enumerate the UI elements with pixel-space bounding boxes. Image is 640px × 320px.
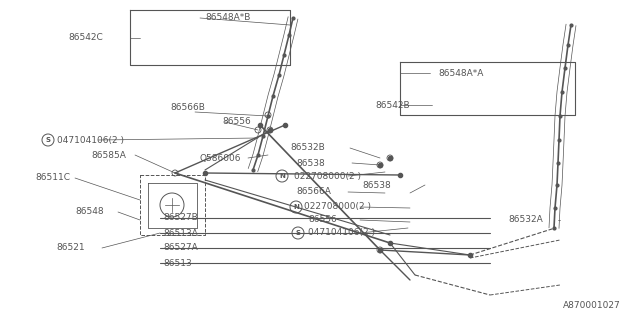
Text: 86527A: 86527A bbox=[163, 244, 198, 252]
Text: 86532B: 86532B bbox=[290, 143, 324, 153]
Text: 86542C: 86542C bbox=[68, 34, 103, 43]
Text: S: S bbox=[45, 137, 51, 143]
Text: 86548A*A: 86548A*A bbox=[438, 68, 483, 77]
Text: 86566B: 86566B bbox=[170, 103, 205, 113]
Text: 86585A: 86585A bbox=[91, 150, 126, 159]
Text: 86538: 86538 bbox=[362, 180, 391, 189]
Text: A870001027: A870001027 bbox=[563, 300, 621, 309]
Text: 86511C: 86511C bbox=[35, 173, 70, 182]
Text: 022708000(2 ): 022708000(2 ) bbox=[304, 203, 371, 212]
Text: 047104106(2 ): 047104106(2 ) bbox=[308, 228, 375, 237]
Text: 022708000(2 ): 022708000(2 ) bbox=[294, 172, 361, 180]
Text: Q586006: Q586006 bbox=[200, 154, 241, 163]
Text: 86566A: 86566A bbox=[296, 188, 331, 196]
Text: 86521: 86521 bbox=[56, 244, 84, 252]
Text: 047104106(2 ): 047104106(2 ) bbox=[57, 135, 124, 145]
Text: 86532A: 86532A bbox=[508, 215, 543, 225]
Text: N: N bbox=[279, 173, 285, 179]
Text: S: S bbox=[296, 230, 301, 236]
Text: 86548: 86548 bbox=[75, 207, 104, 217]
Text: 86538: 86538 bbox=[296, 158, 324, 167]
Text: 86513A: 86513A bbox=[163, 228, 198, 237]
Text: 86556: 86556 bbox=[222, 117, 251, 126]
Text: 86527B: 86527B bbox=[163, 213, 198, 222]
Text: N: N bbox=[293, 204, 299, 210]
Text: 86513: 86513 bbox=[163, 259, 192, 268]
Text: 86556: 86556 bbox=[308, 215, 337, 225]
Text: 86542B: 86542B bbox=[375, 100, 410, 109]
Text: 86548A*B: 86548A*B bbox=[205, 13, 250, 22]
